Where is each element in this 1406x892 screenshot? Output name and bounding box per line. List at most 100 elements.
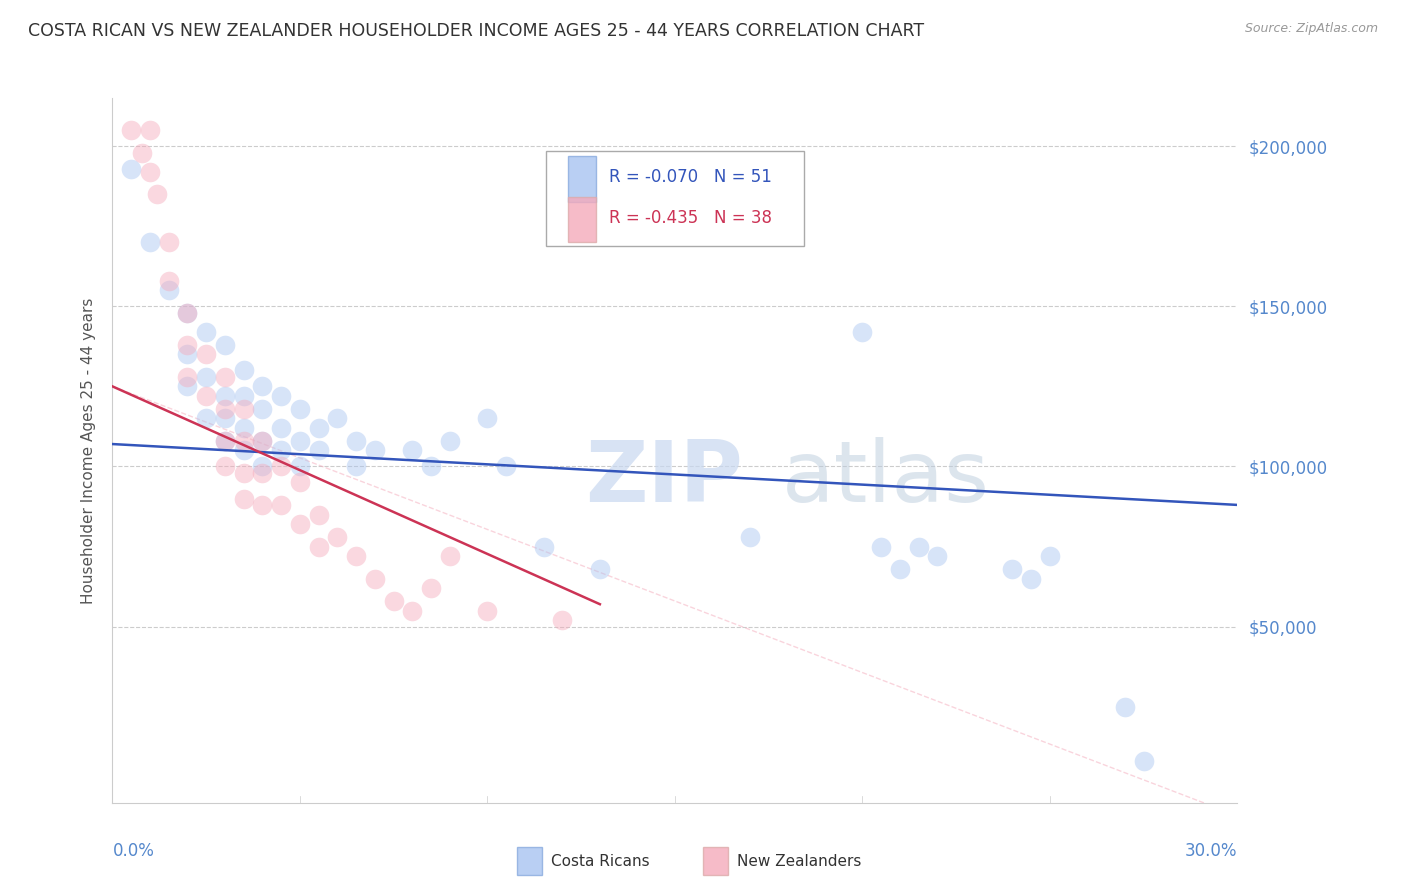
FancyBboxPatch shape bbox=[517, 847, 543, 875]
Point bbox=[270, 498, 292, 512]
Point bbox=[214, 401, 236, 416]
Point bbox=[232, 401, 254, 416]
Point bbox=[232, 443, 254, 458]
Point bbox=[738, 530, 761, 544]
FancyBboxPatch shape bbox=[546, 151, 804, 246]
Point bbox=[420, 459, 443, 474]
Point bbox=[139, 123, 162, 137]
Point bbox=[326, 411, 349, 425]
Point bbox=[927, 549, 949, 564]
Point bbox=[288, 459, 311, 474]
Point bbox=[252, 401, 274, 416]
Point bbox=[232, 389, 254, 403]
Point bbox=[1019, 572, 1042, 586]
Point bbox=[232, 466, 254, 480]
FancyBboxPatch shape bbox=[568, 156, 596, 202]
Text: atlas: atlas bbox=[782, 437, 990, 520]
Text: COSTA RICAN VS NEW ZEALANDER HOUSEHOLDER INCOME AGES 25 - 44 YEARS CORRELATION C: COSTA RICAN VS NEW ZEALANDER HOUSEHOLDER… bbox=[28, 22, 924, 40]
Point bbox=[270, 421, 292, 435]
Point bbox=[252, 498, 274, 512]
Point bbox=[232, 491, 254, 506]
Point bbox=[214, 338, 236, 352]
Point bbox=[1132, 754, 1154, 768]
Point bbox=[589, 562, 612, 576]
Point bbox=[344, 549, 367, 564]
Point bbox=[195, 369, 218, 384]
Point bbox=[176, 379, 198, 393]
Point bbox=[252, 459, 274, 474]
Point bbox=[439, 549, 461, 564]
Point bbox=[176, 338, 198, 352]
Point bbox=[288, 475, 311, 490]
Point bbox=[131, 145, 153, 160]
Point bbox=[176, 306, 198, 320]
Point bbox=[139, 235, 162, 250]
Point bbox=[551, 613, 574, 627]
Point bbox=[157, 274, 180, 288]
Point bbox=[176, 306, 198, 320]
Point bbox=[270, 443, 292, 458]
Point bbox=[232, 434, 254, 448]
Point bbox=[439, 434, 461, 448]
Text: ZIP: ZIP bbox=[585, 437, 742, 520]
Point bbox=[252, 434, 274, 448]
Point bbox=[176, 369, 198, 384]
Point bbox=[288, 401, 311, 416]
Point bbox=[146, 187, 169, 202]
Text: Costa Ricans: Costa Ricans bbox=[551, 854, 650, 869]
Text: New Zealanders: New Zealanders bbox=[737, 854, 860, 869]
Point bbox=[495, 459, 517, 474]
Point bbox=[308, 443, 330, 458]
Point bbox=[308, 540, 330, 554]
Point bbox=[195, 389, 218, 403]
Text: 0.0%: 0.0% bbox=[112, 841, 155, 860]
Point bbox=[157, 283, 180, 297]
Point bbox=[139, 165, 162, 179]
Text: R = -0.070   N = 51: R = -0.070 N = 51 bbox=[609, 169, 772, 186]
Point bbox=[214, 411, 236, 425]
Point bbox=[214, 434, 236, 448]
Point bbox=[344, 459, 367, 474]
Point bbox=[195, 347, 218, 361]
Point bbox=[907, 540, 929, 554]
Point bbox=[195, 411, 218, 425]
Point bbox=[232, 363, 254, 377]
Point bbox=[120, 123, 142, 137]
Point bbox=[252, 434, 274, 448]
Point bbox=[477, 604, 499, 618]
Point bbox=[176, 347, 198, 361]
Point bbox=[270, 389, 292, 403]
Point bbox=[420, 581, 443, 595]
Point bbox=[288, 517, 311, 532]
Point bbox=[1114, 699, 1136, 714]
Point bbox=[889, 562, 911, 576]
Point bbox=[214, 459, 236, 474]
Point bbox=[851, 325, 873, 339]
Point bbox=[1039, 549, 1062, 564]
Point bbox=[214, 434, 236, 448]
Point bbox=[270, 459, 292, 474]
Point bbox=[252, 379, 274, 393]
Point bbox=[252, 466, 274, 480]
Point bbox=[382, 594, 405, 608]
Point bbox=[364, 572, 387, 586]
Point bbox=[195, 325, 218, 339]
Y-axis label: Householder Income Ages 25 - 44 years: Householder Income Ages 25 - 44 years bbox=[80, 297, 96, 604]
Text: Source: ZipAtlas.com: Source: ZipAtlas.com bbox=[1244, 22, 1378, 36]
Point bbox=[308, 508, 330, 522]
Point bbox=[157, 235, 180, 250]
Point bbox=[364, 443, 387, 458]
Point bbox=[401, 604, 423, 618]
Text: 30.0%: 30.0% bbox=[1185, 841, 1237, 860]
Point bbox=[308, 421, 330, 435]
FancyBboxPatch shape bbox=[703, 847, 728, 875]
Point bbox=[214, 389, 236, 403]
FancyBboxPatch shape bbox=[568, 196, 596, 243]
Point bbox=[232, 421, 254, 435]
Point bbox=[326, 530, 349, 544]
Point bbox=[1001, 562, 1024, 576]
Point bbox=[870, 540, 893, 554]
Text: R = -0.435   N = 38: R = -0.435 N = 38 bbox=[609, 209, 772, 227]
Point bbox=[344, 434, 367, 448]
Point bbox=[401, 443, 423, 458]
